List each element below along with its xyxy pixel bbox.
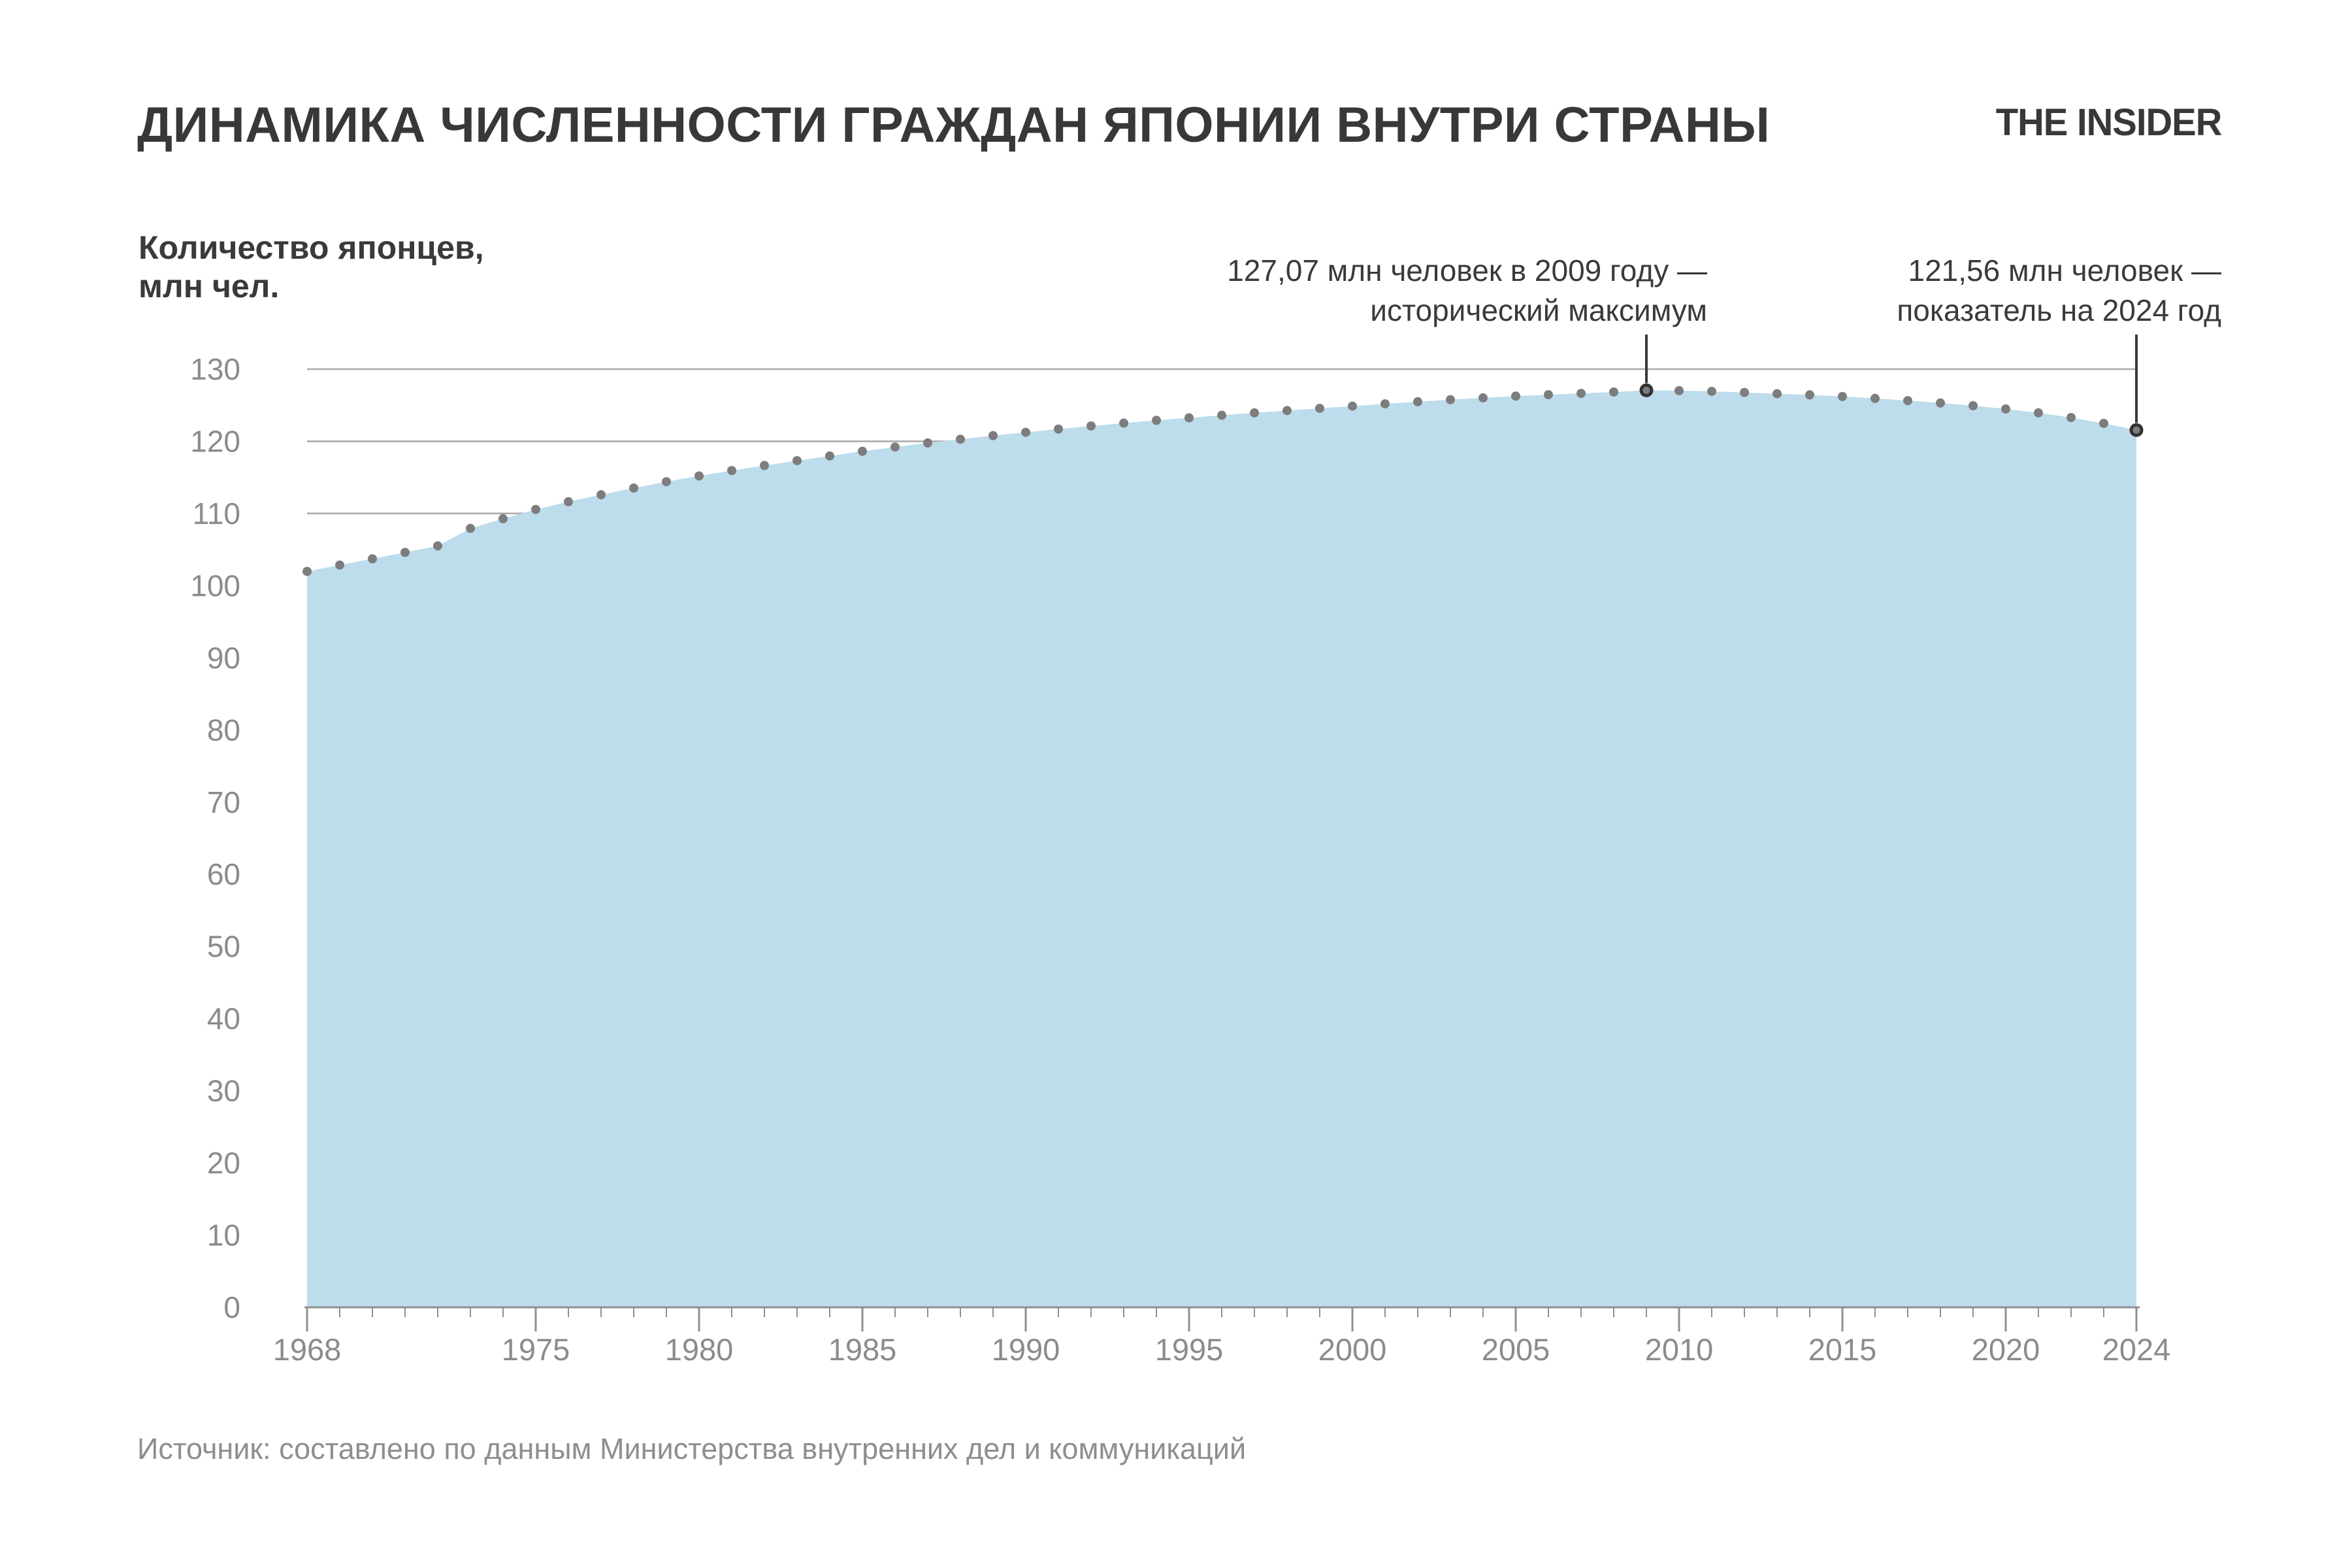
data-point-1973	[466, 523, 475, 533]
data-point-1974	[498, 514, 508, 523]
data-point-1980	[694, 471, 704, 481]
data-point-2019	[1968, 401, 1978, 410]
data-point-1984	[825, 451, 834, 461]
data-point-1988	[956, 434, 965, 444]
y-axis-title-line1: Количество японцев,	[139, 229, 484, 266]
data-point-1983	[792, 456, 802, 466]
x-tick-label-1985: 1985	[828, 1332, 897, 1367]
data-point-1996	[1217, 410, 1226, 420]
data-point-2015	[1838, 391, 1847, 401]
x-tick-label-1990: 1990	[992, 1332, 1060, 1367]
data-point-1999	[1315, 404, 1324, 413]
data-point-2017	[1903, 396, 1912, 406]
y-tick-label-20: 20	[207, 1146, 240, 1180]
x-tick-label-2010: 2010	[1645, 1332, 1714, 1367]
data-point-1990	[1021, 427, 1030, 437]
annotation-2024-line1: 121,56 млн человек —	[1908, 253, 2222, 287]
data-point-1976	[564, 497, 573, 506]
highlight-marker-2009	[1639, 383, 1654, 397]
x-tick-label-1968: 1968	[273, 1332, 342, 1367]
data-point-2010	[1674, 385, 1684, 395]
data-point-1991	[1054, 424, 1063, 434]
x-tick-label-1995: 1995	[1155, 1332, 1224, 1367]
data-point-2013	[1772, 389, 1782, 399]
data-point-1985	[858, 446, 867, 456]
y-tick-label-100: 100	[190, 568, 240, 602]
data-point-1998	[1282, 406, 1292, 416]
data-point-2018	[1936, 398, 1945, 408]
y-tick-label-30: 30	[207, 1074, 240, 1108]
y-tick-label-110: 110	[193, 497, 240, 531]
x-tick-label-2024: 2024	[2102, 1332, 2171, 1367]
y-tick-label-60: 60	[207, 857, 240, 891]
y-axis-title: Количество японцев, млн чел.	[139, 229, 484, 306]
data-point-1995	[1184, 413, 1194, 423]
x-tick-label-1975: 1975	[502, 1332, 570, 1367]
data-point-2006	[1544, 390, 1553, 400]
data-point-1981	[727, 466, 736, 476]
data-point-1979	[662, 477, 671, 487]
data-point-1989	[988, 431, 998, 440]
annotation-2009-line2: исторический максимум	[1370, 293, 1707, 327]
data-point-2023	[2099, 419, 2108, 428]
highlight-marker-2024	[2129, 423, 2144, 437]
x-tick-label-2020: 2020	[1972, 1332, 2040, 1367]
annotation-2024-value: 121,56 млн человек — показатель на 2024 …	[1897, 251, 2221, 331]
y-tick-label-40: 40	[207, 1002, 240, 1036]
y-tick-label-0: 0	[223, 1290, 240, 1324]
data-point-2008	[1609, 387, 1618, 397]
data-point-1993	[1119, 418, 1128, 428]
data-point-1994	[1152, 416, 1161, 425]
data-point-1970	[368, 554, 377, 564]
data-point-2003	[1446, 395, 1455, 404]
data-point-2000	[1348, 401, 1357, 411]
data-point-1987	[923, 438, 932, 448]
data-point-1977	[596, 490, 606, 500]
data-point-1997	[1250, 408, 1259, 417]
data-point-2002	[1413, 397, 1422, 406]
data-point-2022	[2066, 413, 2076, 423]
data-point-2014	[1805, 390, 1814, 400]
annotation-2024-line2: показатель на 2024 год	[1897, 293, 2221, 327]
data-point-1992	[1086, 421, 1096, 431]
data-point-2012	[1740, 387, 1749, 397]
y-tick-label-50: 50	[207, 930, 240, 964]
data-point-1972	[433, 541, 442, 551]
y-tick-label-130: 130	[190, 352, 240, 386]
data-point-1986	[890, 442, 900, 452]
data-point-1975	[531, 504, 540, 514]
source-note: Источник: составлено по данным Министерс…	[137, 1432, 1247, 1465]
the-insider-logo: THE INSIDER	[1995, 101, 2222, 144]
data-point-2004	[1478, 393, 1488, 402]
data-point-1971	[400, 547, 410, 557]
data-point-2007	[1576, 389, 1586, 399]
y-tick-label-80: 80	[207, 713, 240, 747]
y-tick-label-70: 70	[207, 785, 240, 819]
page-title: ДИНАМИКА ЧИСЛЕННОСТИ ГРАЖДАН ЯПОНИИ ВНУТ…	[137, 97, 1771, 153]
x-tick-label-2015: 2015	[1808, 1332, 1877, 1367]
y-tick-label-120: 120	[190, 425, 240, 459]
y-axis-title-line2: млн чел.	[139, 268, 280, 304]
data-point-1968	[302, 566, 312, 576]
area-shape	[307, 390, 2136, 1307]
annotation-2009-peak: 127,07 млн человек в 2009 году — историч…	[1227, 251, 1707, 331]
x-tick-label-2005: 2005	[1482, 1332, 1550, 1367]
data-point-2011	[1707, 387, 1716, 396]
data-point-1969	[335, 560, 344, 570]
data-point-1982	[760, 461, 769, 470]
data-point-2021	[2034, 408, 2043, 417]
data-point-2020	[2001, 404, 2010, 414]
x-tick-label-1980: 1980	[665, 1332, 734, 1367]
data-point-1978	[629, 483, 638, 493]
annotation-2009-line1: 127,07 млн человек в 2009 году —	[1227, 253, 1707, 287]
y-tick-label-90: 90	[207, 641, 240, 675]
data-point-2005	[1511, 391, 1520, 401]
data-point-2016	[1870, 393, 1880, 403]
x-tick-label-2000: 2000	[1318, 1332, 1387, 1367]
data-point-2001	[1380, 399, 1390, 409]
y-tick-label-10: 10	[207, 1218, 240, 1252]
